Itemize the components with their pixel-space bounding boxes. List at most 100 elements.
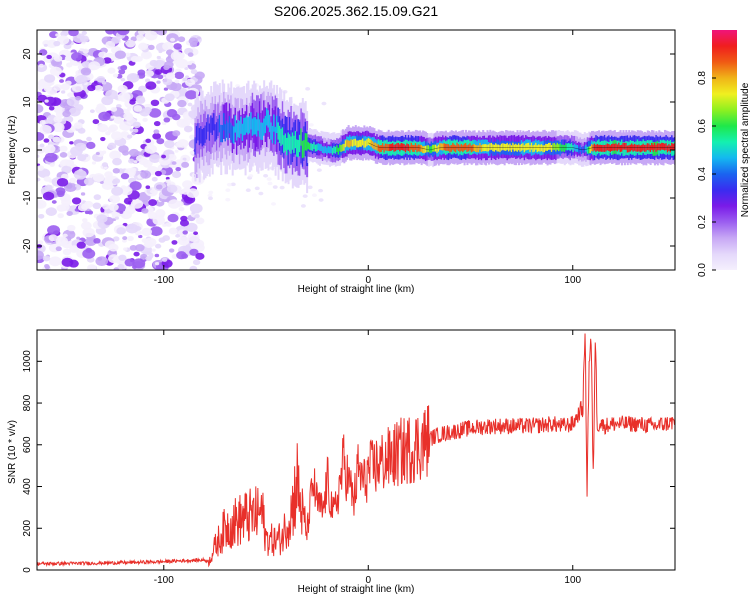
noise-blob	[37, 240, 44, 245]
colorbar-tick-label: 0.2	[697, 215, 708, 229]
noise-blob	[55, 236, 68, 246]
noise-blob	[111, 131, 123, 141]
ridge-cell	[516, 144, 519, 152]
y-tick-label: 0	[22, 567, 33, 573]
noise-blob	[226, 182, 232, 187]
noise-blob	[98, 111, 111, 122]
noise-blob	[46, 87, 58, 96]
ridge-cell	[651, 142, 654, 150]
ridge-cell	[669, 145, 672, 153]
noise-blob	[144, 144, 157, 154]
noise-blob	[225, 197, 231, 202]
ridge-cell	[475, 145, 478, 152]
ridge-cell	[555, 144, 558, 152]
noise-blob	[164, 140, 175, 149]
ridge-cell	[303, 140, 306, 158]
ridge-cell	[426, 145, 429, 153]
ridge-cell	[622, 142, 625, 150]
noise-blob	[99, 180, 104, 184]
ridge-cell	[631, 143, 634, 151]
ridge-cell	[231, 125, 234, 143]
ridge-cell	[324, 146, 327, 153]
noise-blob	[168, 199, 181, 209]
noise-blob	[37, 199, 47, 209]
noise-blob	[108, 203, 119, 212]
snr-xlabel: Height of straight line (km)	[298, 584, 415, 595]
colorbar: 0.0 0.2 0.4 0.6 0.8 Normalized spectral ampl…	[697, 30, 750, 277]
noise-blob	[78, 168, 83, 172]
noise-blob	[74, 208, 80, 212]
noise-blob	[152, 215, 165, 226]
noise-blob	[37, 165, 45, 171]
noise-blob	[166, 184, 178, 193]
ridge-cell	[663, 143, 666, 151]
ridge-cell	[533, 144, 536, 152]
noise-blob	[263, 173, 269, 178]
ridge-cell	[523, 145, 526, 153]
ridge-cell	[373, 142, 376, 150]
noise-blob	[42, 255, 51, 262]
ridge-cell	[648, 143, 651, 151]
noise-blob	[61, 257, 74, 267]
noise-blob	[125, 41, 130, 45]
ridge-cell	[449, 145, 452, 153]
noise-blob	[98, 51, 107, 59]
ridge-cell	[225, 102, 228, 137]
ridge-cell	[636, 144, 639, 152]
noise-blob	[123, 197, 133, 205]
ridge-cell	[329, 146, 332, 154]
noise-blob	[57, 35, 70, 45]
noise-blob	[43, 43, 48, 47]
noise-blob	[129, 128, 134, 132]
ridge-cell	[244, 117, 247, 135]
ridge-cell	[662, 143, 665, 150]
ridge-cell	[641, 144, 644, 152]
noise-blob	[43, 176, 51, 182]
ridge-cell	[263, 100, 266, 135]
noise-blob	[187, 52, 194, 57]
noise-blob	[307, 185, 313, 190]
ridge-cell	[536, 145, 539, 153]
ridge-cell	[237, 119, 240, 138]
ridge-cell	[304, 133, 307, 151]
noise-blob	[300, 204, 306, 208]
noise-blob	[73, 169, 87, 180]
noise-blob	[153, 129, 160, 134]
y-tick-label: -10	[22, 190, 33, 205]
ridge-cell	[336, 145, 339, 153]
ridge-cell	[293, 135, 296, 153]
ridge-cell	[539, 144, 542, 152]
ridge-cell	[580, 147, 583, 155]
noise-blob	[139, 108, 151, 117]
noise-blob	[43, 138, 50, 143]
ridge-cell	[595, 144, 598, 152]
noise-blob	[64, 55, 72, 61]
noise-blob	[117, 92, 131, 102]
noise-blob	[154, 170, 162, 177]
ridge-cell	[522, 143, 525, 151]
ridge-cell	[213, 113, 216, 131]
noise-blob	[37, 177, 41, 182]
ridge-cell	[525, 143, 528, 151]
ridge-cell	[572, 145, 575, 153]
noise-blob	[53, 40, 61, 47]
y-tick-label: 0	[22, 147, 33, 153]
noise-blob	[96, 103, 105, 110]
ridge-cell	[542, 145, 545, 153]
noise-blob	[193, 239, 205, 249]
noise-blob	[48, 256, 62, 267]
noise-blob	[101, 162, 109, 168]
x-tick-label: 0	[365, 275, 371, 286]
y-tick-label: 10	[22, 96, 33, 108]
ridge-cell	[454, 145, 458, 153]
noise-blob	[39, 124, 52, 135]
ridge-cell	[381, 143, 385, 150]
ridge-cell	[629, 144, 632, 152]
ridge-cell	[220, 124, 223, 143]
ridge-cell	[390, 143, 393, 151]
noise-blob	[140, 170, 152, 179]
ridge-cell	[363, 140, 366, 148]
noise-blob	[110, 150, 120, 158]
